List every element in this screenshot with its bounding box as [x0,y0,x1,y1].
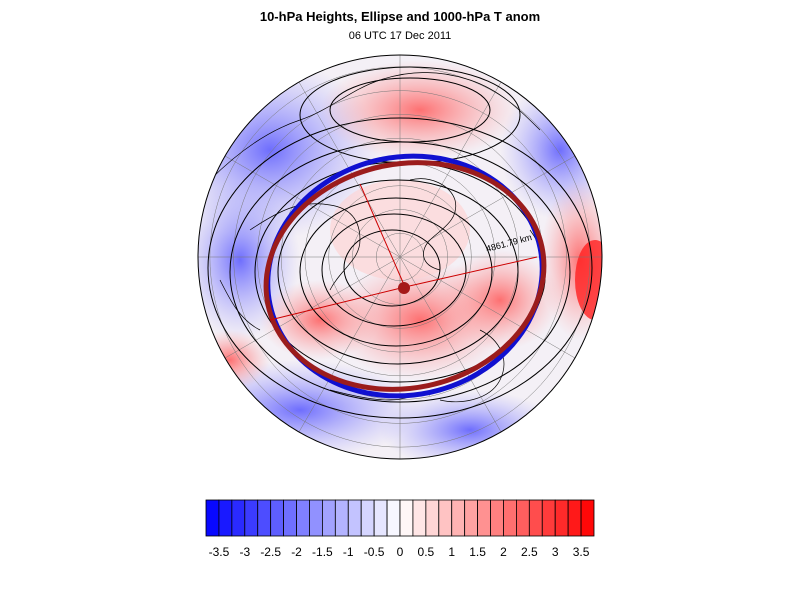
colorbar-tick-label: -0.5 [364,545,385,559]
colorbar-box [580,499,595,537]
minor-axis-line [404,256,538,288]
meridian-line [399,256,576,359]
colorbar-tick-label: 2 [500,545,507,559]
colorbar-box [218,499,233,537]
radius-line [269,286,406,321]
colorbar-box [528,499,543,537]
colorbar-box [425,499,440,537]
colorbar-box [347,499,362,537]
colorbar-tick-label: -2.5 [260,545,281,559]
colorbar-box [270,499,284,537]
colorbar-tick-label: -1 [343,545,354,559]
colorbar-box [464,499,478,537]
meridian-line [399,81,502,258]
colorbar-box [283,499,297,537]
polar-map: 4861.79 km [197,54,603,460]
colorbar-box [244,499,259,537]
colorbar-box [477,499,491,537]
height-contours [207,66,593,419]
colorbar-box [296,499,310,537]
colorbar-box [554,499,569,537]
colorbar-box [334,499,349,537]
colorbar-box [490,499,504,537]
colorbar-box [257,499,272,537]
colorbar-labels: -3.5 -3 -2.5 -2 -1.5 -1 -0.5 0 0.5 1 1.5 2 2.5 3 3.5 [209,545,590,559]
chart-title: 10-hPa Heights, Ellipse and 1000-hPa T a… [259,9,541,24]
colorbar-box [503,499,517,537]
colorbar-box [321,499,336,537]
colorbar-box [438,499,453,537]
meridian-line [399,155,576,258]
colorbar-box [541,499,556,537]
colorbar-tick-label: 0 [397,545,404,559]
colorbar-box [567,499,582,537]
colorbar-tick-label: 1 [448,545,455,559]
meridian-line [224,256,401,359]
colorbar-tick-label: -1.5 [312,545,333,559]
colorbar-tick-label: 0.5 [418,545,435,559]
chart-subtitle: 06 UTC 17 Dec 2011 [348,30,452,42]
colorbar-tick-label: 3 [552,545,559,559]
colorbar-box [386,499,401,537]
ellipse-fit [263,160,547,392]
colorbar-box [360,499,375,537]
colorbar-tick-label: 2.5 [521,545,538,559]
globe-border [197,54,603,460]
colorbar-box [373,499,388,537]
colorbar-box [516,499,530,537]
colorbar-box [205,499,220,537]
colorbar-tick-label: 3.5 [573,545,590,559]
ellipse-center-marker [398,282,410,294]
colorbar-boxes [205,499,595,537]
major-axis-line [359,183,406,288]
colorbar-box [231,499,246,537]
meridian-line [224,155,401,258]
colorbar-tick-label: -3.5 [209,545,230,559]
colorbar-box [399,499,414,537]
colorbar-tick-label: -3 [239,545,250,559]
colorbar-box [412,499,427,537]
colorbar-box [451,499,466,537]
colorbar-tick-label: -2 [291,545,302,559]
colorbar-box [309,499,323,537]
colorbar-tick-label: 1.5 [469,545,486,559]
